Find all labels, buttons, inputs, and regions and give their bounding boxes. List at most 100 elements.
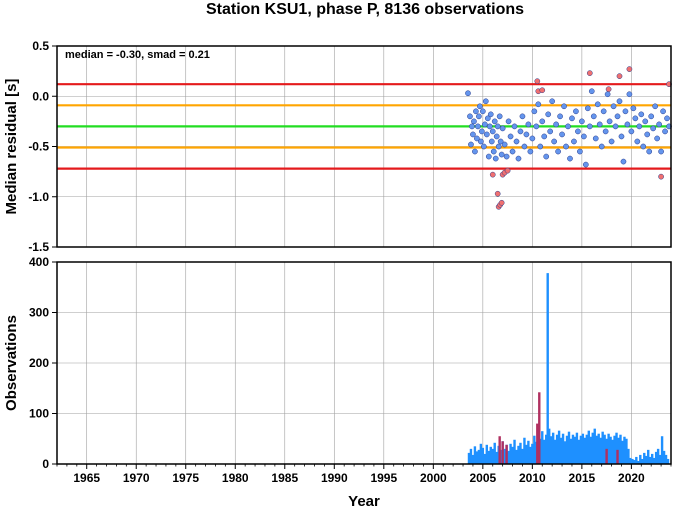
observation-bar — [579, 435, 583, 464]
observation-bar — [525, 444, 528, 464]
residual-point — [586, 70, 593, 76]
observation-bar — [637, 460, 640, 464]
residual-point — [573, 108, 579, 115]
residual-point — [632, 115, 639, 122]
residual-point — [513, 138, 520, 145]
residual-point — [654, 135, 660, 142]
residual-y-tick-label: -1.5 — [28, 240, 49, 254]
residual-y-tick-label: -1.0 — [28, 190, 49, 204]
observation-bar — [481, 447, 485, 464]
year-x-tick-label: 1985 — [271, 471, 298, 485]
residual-point — [616, 73, 623, 80]
observation-bar — [629, 457, 632, 464]
year-x-tick-label: 2015 — [569, 471, 596, 485]
observation-bar — [485, 444, 488, 464]
residual-point — [534, 78, 541, 85]
residual-point — [537, 143, 544, 150]
residual-point — [471, 118, 477, 125]
observation-bar — [469, 448, 473, 464]
residual-point — [503, 153, 510, 160]
residual-point — [559, 131, 565, 138]
observation-bar — [511, 446, 514, 464]
residual-point — [642, 118, 649, 125]
residual-point — [575, 128, 581, 135]
residual-point — [582, 161, 589, 168]
residual-point — [584, 105, 591, 112]
observation-bar — [631, 458, 634, 464]
observation-bar — [523, 437, 526, 464]
observation-bar — [473, 446, 477, 464]
residual-point — [664, 115, 670, 122]
residual-point — [561, 103, 567, 110]
residual-point — [505, 118, 512, 125]
residual-point — [626, 66, 633, 72]
year-x-tick-label: 1970 — [123, 471, 150, 485]
observation-bar — [639, 454, 642, 464]
observation-bar — [513, 439, 516, 464]
observation-bar — [489, 446, 492, 464]
observation-bar — [491, 448, 494, 464]
residual-point — [517, 128, 524, 135]
observation-bar — [467, 452, 471, 464]
observation-bar — [619, 434, 622, 464]
observations-grid — [57, 261, 671, 465]
residual-point — [467, 113, 473, 120]
residual-point — [472, 148, 478, 155]
year-x-tick-label: 1995 — [370, 471, 397, 485]
residual-point — [491, 118, 498, 125]
year-x-tick-label: 2000 — [420, 471, 447, 485]
residual-point — [602, 128, 609, 135]
residual-point — [486, 123, 493, 130]
observation-bar — [603, 434, 606, 464]
year-x-tick-label: 1975 — [172, 471, 199, 485]
observation-bar — [571, 434, 575, 464]
residual-point — [648, 113, 655, 120]
residual-point — [479, 108, 486, 115]
observation-bar — [483, 453, 487, 464]
median-annotation: median = -0.30, smad = 0.21 — [65, 49, 210, 61]
observation-bar — [561, 433, 565, 464]
observation-bar — [597, 433, 600, 464]
observation-bar — [498, 436, 501, 464]
residual-point — [646, 148, 653, 155]
observation-bar — [546, 273, 549, 464]
observation-bar — [643, 452, 646, 464]
observation-bar — [615, 432, 618, 464]
observation-bar — [645, 455, 648, 464]
residual-point — [477, 103, 483, 110]
residual-point — [545, 111, 552, 118]
residual-point — [498, 199, 505, 206]
residual-point — [650, 125, 657, 132]
residual-point — [606, 118, 613, 125]
observation-bar — [607, 433, 610, 464]
observation-bar — [501, 441, 504, 464]
residual-point — [660, 108, 666, 115]
residual-point — [489, 171, 496, 178]
residual-point — [658, 173, 664, 180]
residual-point — [586, 123, 593, 130]
residual-point — [496, 113, 503, 120]
observation-bar — [563, 441, 567, 464]
year-x-tick-label: 1965 — [73, 471, 100, 485]
observation-bar — [515, 449, 518, 464]
residual-point — [656, 121, 662, 128]
residual-point — [640, 143, 647, 150]
residual-point — [594, 101, 601, 108]
residual-panel: 0.5 0.0 -0.5 -1.0 -1.5 median = -0.30, smad … — [3, 39, 672, 254]
observation-bar — [601, 431, 604, 464]
observation-bar — [616, 449, 619, 464]
residual-point — [539, 87, 546, 94]
residual-point — [535, 101, 542, 108]
residual-point — [620, 158, 627, 165]
residual-point — [565, 123, 571, 130]
observation-bar — [503, 448, 506, 464]
observation-bar — [505, 444, 508, 464]
residual-point — [499, 125, 506, 132]
residual-point — [494, 190, 501, 197]
residual-point — [507, 133, 514, 140]
observation-bar — [487, 450, 490, 464]
observation-bar — [654, 451, 658, 464]
observation-bar — [660, 436, 664, 464]
residual-point — [549, 98, 556, 105]
